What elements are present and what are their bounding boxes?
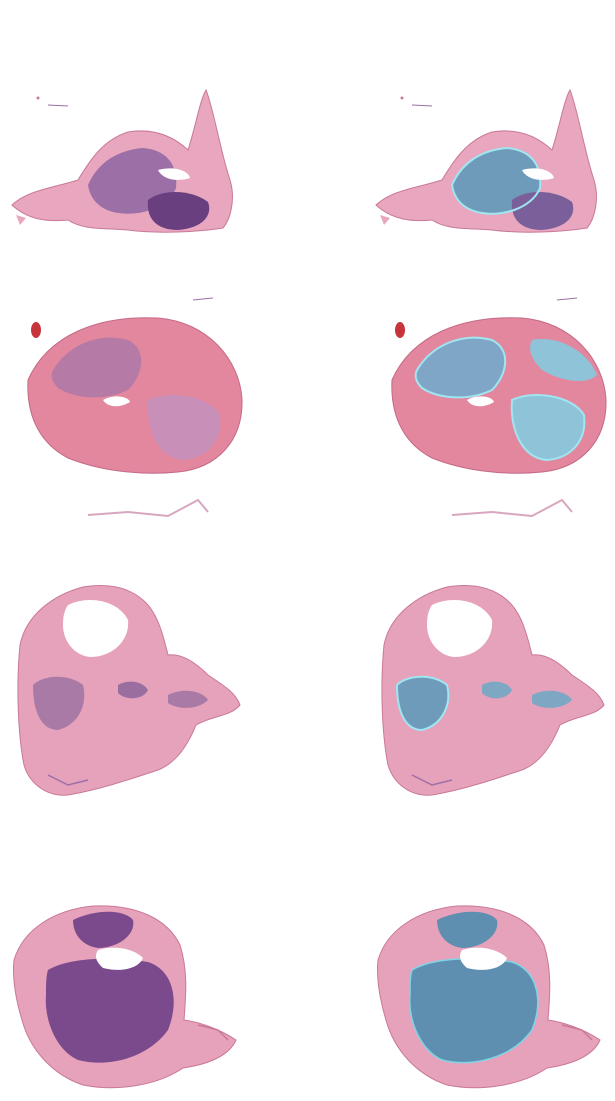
tissue-slide-3-original xyxy=(8,575,248,810)
tissue-image-overlay xyxy=(375,88,597,233)
tissue-slide-2-original xyxy=(8,290,248,535)
tissue-slide-4-original xyxy=(8,900,248,1095)
tissue-image xyxy=(27,297,243,518)
tissue-image xyxy=(17,585,241,796)
tissue-slide-3-segmented xyxy=(372,575,612,810)
tissue-slide-2-segmented xyxy=(372,290,612,535)
tissue-image xyxy=(13,905,237,1089)
tissue-image xyxy=(11,88,233,233)
tissue-image-overlay xyxy=(377,905,601,1089)
tissue-slide-1-original xyxy=(8,70,248,250)
tissue-slide-4-segmented xyxy=(372,900,612,1095)
tissue-image-overlay xyxy=(381,585,605,796)
tissue-slide-1-segmented xyxy=(372,70,612,250)
tissue-image-overlay xyxy=(391,297,607,518)
